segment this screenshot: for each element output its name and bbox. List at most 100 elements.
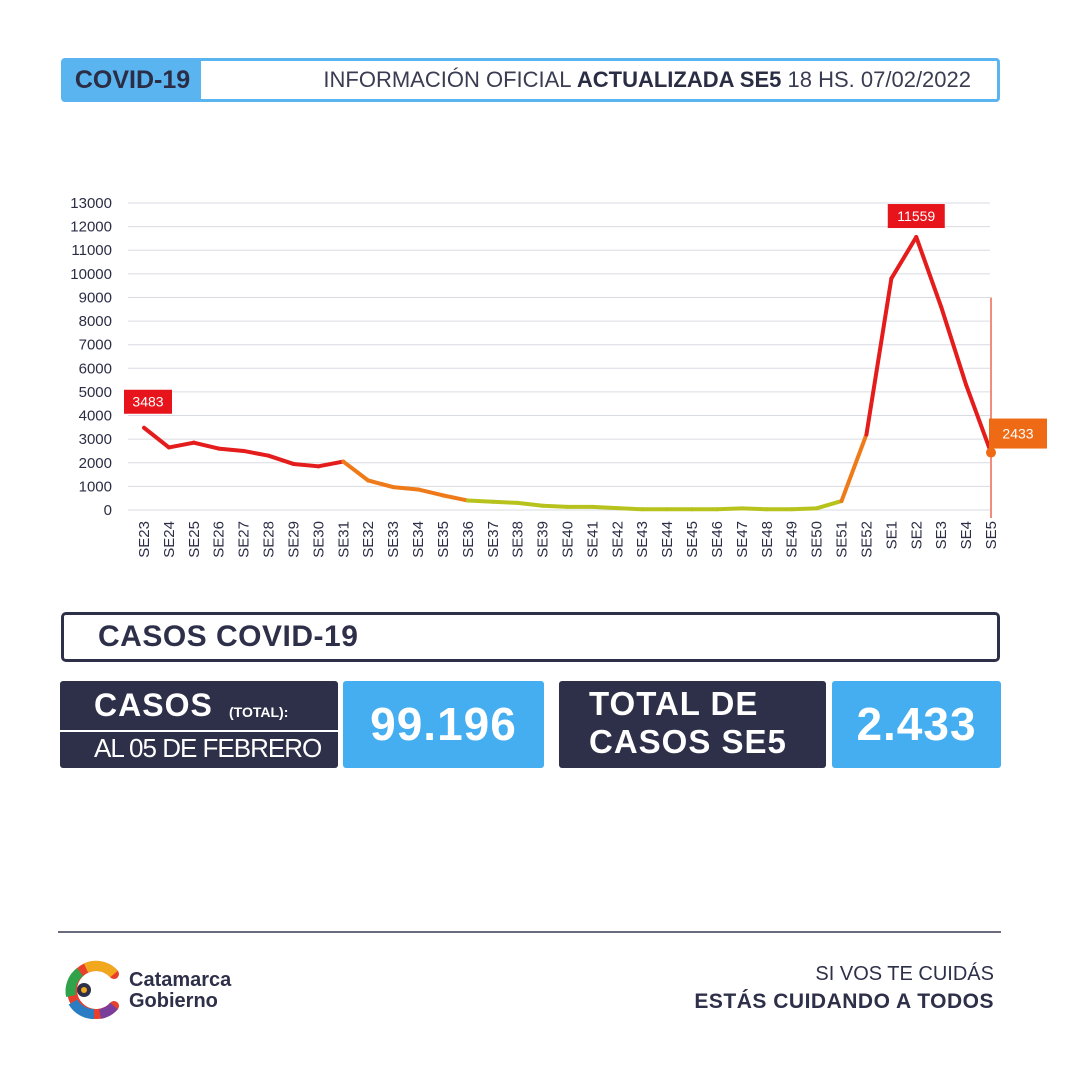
y-tick-label: 5000: [79, 384, 112, 401]
y-tick-label: 9000: [79, 289, 112, 306]
data-point: [986, 447, 996, 458]
data-label-box: [887, 204, 945, 229]
x-tick-label: SE44: [659, 521, 676, 558]
header-bar: COVID-19 INFORMACIÓN OFICIAL ACTUALIZADA…: [61, 58, 1000, 102]
footer-divider: [58, 931, 1001, 933]
slogan-line1: SI VOS TE CUIDÁS: [815, 963, 994, 985]
x-tick-label: SE35: [435, 521, 452, 558]
x-tick-label: SE30: [310, 521, 327, 558]
week-cases-value-box: 2.433: [832, 681, 1001, 768]
x-tick-label: SE23: [136, 521, 153, 558]
series-line: [142, 235, 993, 512]
x-tick-label: SE25: [186, 521, 203, 558]
x-tick-label: SE48: [759, 521, 776, 558]
line-segment: [714, 506, 744, 512]
x-tick-label: SE47: [734, 521, 751, 558]
x-tick-label: SE38: [510, 521, 527, 558]
line-segment: [964, 382, 993, 455]
x-tick-label: SE52: [858, 521, 875, 558]
week-cases-label-line1: TOTAL DE: [589, 685, 759, 722]
x-tick-label: SE28: [261, 521, 278, 558]
line-segment: [889, 235, 919, 281]
x-tick-label: SE49: [784, 521, 801, 558]
week-cases-value: 2.433: [856, 698, 977, 750]
line-segment: [739, 506, 769, 512]
x-tick-label: SE34: [410, 521, 427, 558]
line-segment: [166, 440, 196, 450]
total-cases-label: CASOS: [94, 687, 213, 723]
data-label-box: [124, 389, 172, 414]
line-segment: [490, 499, 520, 505]
line-segment: [341, 459, 371, 483]
line-segment: [615, 506, 645, 512]
line-segment: [465, 498, 495, 504]
week-cases-label: TOTAL DE CASOS SE5: [589, 685, 787, 761]
line-segment: [914, 235, 944, 309]
line-segment: [814, 499, 844, 511]
x-tick-label: SE50: [809, 521, 826, 558]
line-segment: [291, 461, 321, 469]
x-tick-label: SE29: [285, 521, 302, 558]
y-tick-label: 3000: [79, 431, 112, 448]
logo-text: Catamarca Gobierno: [129, 970, 231, 1012]
x-tick-label: SE42: [609, 521, 626, 558]
line-segment: [839, 432, 869, 504]
x-tick-label: SE40: [560, 521, 577, 558]
line-segment: [391, 485, 421, 492]
y-tick-label: 10000: [70, 266, 112, 283]
header-info-suffix: 18 HS. 07/02/2022: [787, 67, 971, 92]
line-segment: [241, 448, 271, 458]
x-tick-label: SE36: [460, 521, 477, 558]
section-title-box: CASOS COVID-19: [61, 612, 1000, 662]
line-segment: [864, 276, 894, 437]
total-cases-value: 99.196: [370, 698, 517, 750]
cases-line-chart: 0 1000 2000 3000 4000 5000 6000 7000 8000 9000 100…: [70, 195, 1047, 558]
y-tick-label: 11000: [71, 242, 112, 259]
line-segment: [416, 487, 445, 498]
line-segment: [515, 500, 545, 508]
slogan-line2: ESTÁS CUIDANDO A TODOS: [694, 990, 994, 1013]
x-tick-label: SE24: [161, 521, 178, 558]
header-info: INFORMACIÓN OFICIAL ACTUALIZADA SE5 18 H…: [323, 61, 971, 99]
y-tick-label: 8000: [79, 313, 112, 330]
line-segment: [191, 440, 221, 451]
x-tick-label: SE5: [983, 521, 1000, 549]
line-segment: [216, 446, 246, 453]
x-tick-label: SE1: [883, 521, 900, 549]
x-tick-label: SE39: [535, 521, 552, 558]
header-info-bold: ACTUALIZADA SE5: [576, 67, 782, 92]
total-cases-value-box: 99.196: [343, 681, 544, 768]
x-tick-label: SE31: [335, 521, 352, 558]
y-tick-label: 7000: [79, 337, 112, 354]
line-segment: [440, 493, 470, 503]
header-info-prefix: INFORMACIÓN OFICIAL: [323, 67, 571, 92]
line-segment: [142, 425, 171, 450]
y-tick-label: 4000: [79, 408, 112, 425]
y-axis: 0 1000 2000 3000 4000 5000 6000 7000 8000 9000 100…: [70, 195, 112, 519]
line-segment: [316, 459, 346, 469]
data-label: 3483: [132, 394, 163, 410]
grid: [128, 202, 990, 511]
y-tick-label: 13000: [70, 195, 112, 212]
line-segment: [366, 478, 396, 490]
line-segment: [789, 506, 819, 512]
x-tick-label: SE26: [211, 521, 228, 558]
y-tick-label: 0: [104, 502, 112, 519]
x-tick-label: SE2: [908, 521, 925, 549]
annotations: 3483 11559 2433: [124, 204, 1047, 518]
x-tick-label: SE41: [584, 521, 601, 558]
total-cases-sub: (TOTAL):: [229, 704, 289, 720]
header-tag: COVID-19: [64, 61, 201, 99]
x-tick-label: SE46: [709, 521, 726, 558]
catamarca-logo-icon: [65, 960, 119, 1020]
data-label-box: [989, 418, 1047, 449]
x-tick-label: SE4: [958, 521, 975, 549]
y-tick-label: 2000: [79, 455, 112, 472]
x-tick-label: SE51: [834, 521, 851, 558]
section-title: CASOS COVID-19: [98, 620, 359, 653]
data-label: 2433: [1002, 426, 1033, 442]
x-tick-label: SE33: [385, 521, 402, 558]
week-cases-label-line2: CASOS SE5: [589, 723, 787, 760]
line-segment: [590, 504, 620, 511]
x-tick-label: SE27: [236, 521, 253, 558]
